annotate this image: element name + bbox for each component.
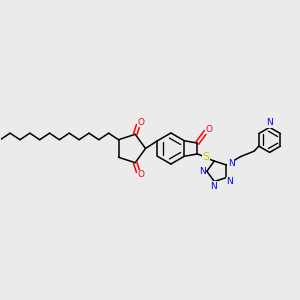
- Text: N: N: [226, 177, 233, 186]
- Text: O: O: [137, 170, 144, 179]
- Text: S: S: [202, 152, 209, 163]
- Text: N: N: [266, 118, 273, 127]
- Text: N: N: [228, 159, 235, 168]
- Text: N: N: [199, 167, 206, 176]
- Text: O: O: [206, 125, 213, 134]
- Text: O: O: [137, 118, 144, 127]
- Text: N: N: [210, 182, 217, 191]
